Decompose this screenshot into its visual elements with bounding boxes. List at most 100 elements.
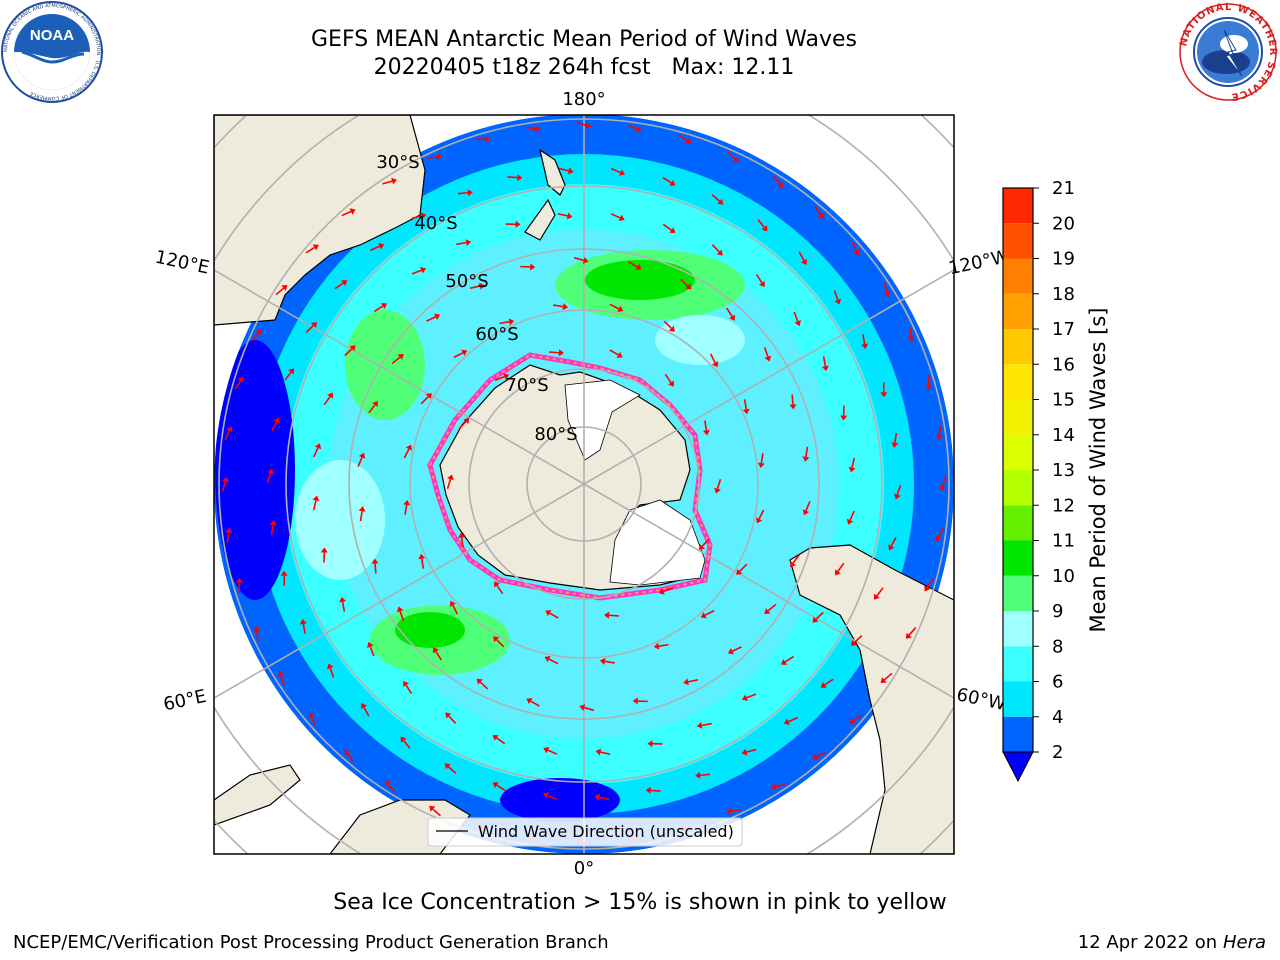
wave-direction-arrow bbox=[411, 212, 427, 220]
wave-direction-arrow bbox=[820, 678, 834, 688]
wave-direction-arrow bbox=[453, 349, 468, 359]
lon-label-60w: 60°W bbox=[955, 684, 1008, 715]
wave-direction-arrow bbox=[357, 452, 366, 467]
wave-direction-arrow bbox=[543, 746, 558, 755]
wave-direction-arrow bbox=[789, 394, 797, 410]
legend-box bbox=[427, 817, 743, 847]
wave-direction-arrow bbox=[756, 509, 765, 524]
wave-direction-arrow bbox=[678, 134, 692, 144]
lon-label-120e: 120°E bbox=[153, 247, 211, 279]
wave-direction-arrow bbox=[323, 392, 333, 406]
legend-label: Wind Wave Direction (unscaled) bbox=[478, 822, 734, 841]
wave-direction-arrow bbox=[339, 596, 347, 612]
wave-direction-arrow bbox=[573, 256, 589, 264]
wave-direction-arrow bbox=[802, 446, 810, 462]
wave-direction-arrow bbox=[814, 205, 824, 219]
wave-direction-arrow bbox=[391, 354, 404, 365]
colorbar-tick-label: 19 bbox=[1052, 249, 1075, 270]
wave-direction-arrow bbox=[396, 606, 405, 621]
wave-direction-arrow bbox=[403, 444, 412, 459]
colorbar-bin-16-17 bbox=[1003, 329, 1033, 365]
lon-label-0: 0° bbox=[574, 858, 594, 879]
wave-direction-arrow bbox=[403, 499, 411, 515]
wave-direction-arrow bbox=[664, 373, 674, 387]
wave-direction-arrow bbox=[312, 495, 320, 511]
colorbar-tick-label: 17 bbox=[1052, 319, 1075, 340]
wave-direction-arrow bbox=[757, 219, 768, 232]
colorbar-bins bbox=[1003, 188, 1033, 752]
wave-direction-arrow bbox=[662, 223, 676, 233]
wave-direction-arrow bbox=[812, 751, 827, 760]
colorbar-tick-label: 2 bbox=[1052, 742, 1063, 763]
wave-direction-arrow bbox=[907, 327, 915, 343]
wave-direction-arrow bbox=[494, 581, 504, 595]
wave-direction-arrow bbox=[891, 432, 899, 448]
meridian-120e bbox=[214, 269, 585, 485]
wave-direction-arrow bbox=[880, 672, 893, 684]
wave-direction-arrow bbox=[861, 334, 869, 350]
wave-direction-arrow bbox=[880, 382, 888, 398]
colorbar-tick-label: 14 bbox=[1052, 425, 1075, 446]
wave-direction-arrow bbox=[658, 586, 674, 595]
field-patch-light-west bbox=[295, 460, 385, 580]
wave-direction-arrow bbox=[505, 220, 521, 228]
wave-direction-arrow bbox=[771, 783, 786, 791]
wave-direction-arrow bbox=[444, 763, 457, 775]
wave-direction-arrow bbox=[736, 563, 748, 575]
colorbar-bin-20-21 bbox=[1003, 188, 1033, 224]
colorbar-bin-12-13 bbox=[1003, 470, 1033, 506]
wave-direction-arrow bbox=[848, 457, 856, 473]
wave-direction-arrow bbox=[284, 368, 295, 381]
wave-direction-arrow bbox=[702, 420, 710, 436]
wave-direction-arrow bbox=[939, 476, 947, 492]
wave-direction-arrow bbox=[757, 453, 765, 469]
colorbar-bin-6-8 bbox=[1003, 646, 1033, 682]
wave-direction-arrow bbox=[726, 307, 736, 321]
wave-direction-arrow bbox=[269, 520, 277, 536]
noaa-logo-text: NOAA bbox=[30, 27, 74, 44]
lon-label-120w: 120°W bbox=[947, 246, 1011, 279]
wave-direction-arrow bbox=[833, 290, 842, 305]
wave-direction-arrow bbox=[411, 266, 427, 275]
wave-direction-arrow bbox=[492, 735, 506, 745]
colorbar-tick-label: 21 bbox=[1052, 178, 1075, 199]
lon-label-60e: 60°E bbox=[162, 686, 209, 716]
wave-direction-arrow bbox=[557, 212, 573, 220]
wave-direction-arrow bbox=[432, 647, 442, 661]
wave-direction-arrow bbox=[360, 703, 370, 717]
wave-direction-arrow bbox=[499, 318, 515, 326]
wave-direction-arrow bbox=[542, 792, 558, 801]
wave-direction-arrow bbox=[305, 244, 319, 254]
wave-direction-arrow bbox=[835, 562, 845, 576]
ronne-filchner-ice-shelf bbox=[609, 499, 706, 586]
wave-direction-arrow bbox=[456, 239, 472, 247]
wave-direction-arrow bbox=[469, 282, 485, 290]
colorbar-tick-label: 10 bbox=[1052, 566, 1075, 587]
wave-direction-arrow bbox=[341, 208, 356, 217]
wave-direction-arrow bbox=[925, 375, 933, 391]
wave-direction-arrow bbox=[576, 121, 592, 129]
colorbar-bin-8-9 bbox=[1003, 611, 1033, 647]
wave-direction-arrow bbox=[429, 805, 441, 817]
wave-direction-arrow bbox=[344, 749, 354, 763]
wind-wave-arrows bbox=[221, 121, 947, 847]
wave-direction-arrow bbox=[647, 740, 663, 748]
colorbar-bin-4-6 bbox=[1003, 681, 1033, 717]
wave-direction-arrow bbox=[446, 474, 454, 490]
land-madagascar-area bbox=[214, 764, 301, 826]
land-new-zealand-south bbox=[524, 198, 556, 241]
wave-direction-arrow bbox=[251, 329, 263, 341]
wave-direction-arrow bbox=[610, 213, 625, 222]
wave-direction-arrow bbox=[783, 716, 798, 725]
meridian-120w bbox=[583, 269, 954, 485]
footer-date-text: 12 Apr 2022 on bbox=[1077, 932, 1218, 953]
wave-direction-arrow bbox=[253, 625, 261, 641]
wave-direction-arrow bbox=[850, 635, 863, 646]
lat-label-80s: 80°S bbox=[534, 424, 577, 445]
wave-direction-arrow bbox=[403, 680, 413, 695]
colorbar-bin-2-4 bbox=[1003, 716, 1033, 752]
field-patch-low-south bbox=[500, 778, 620, 822]
lat-label-40s: 40°S bbox=[414, 213, 457, 234]
wave-direction-arrow bbox=[457, 189, 473, 197]
wave-direction-arrow bbox=[277, 671, 285, 686]
